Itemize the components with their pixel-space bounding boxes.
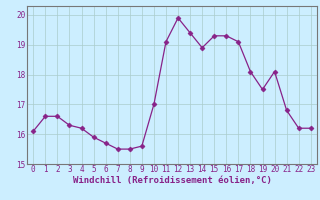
X-axis label: Windchill (Refroidissement éolien,°C): Windchill (Refroidissement éolien,°C) xyxy=(73,176,271,185)
